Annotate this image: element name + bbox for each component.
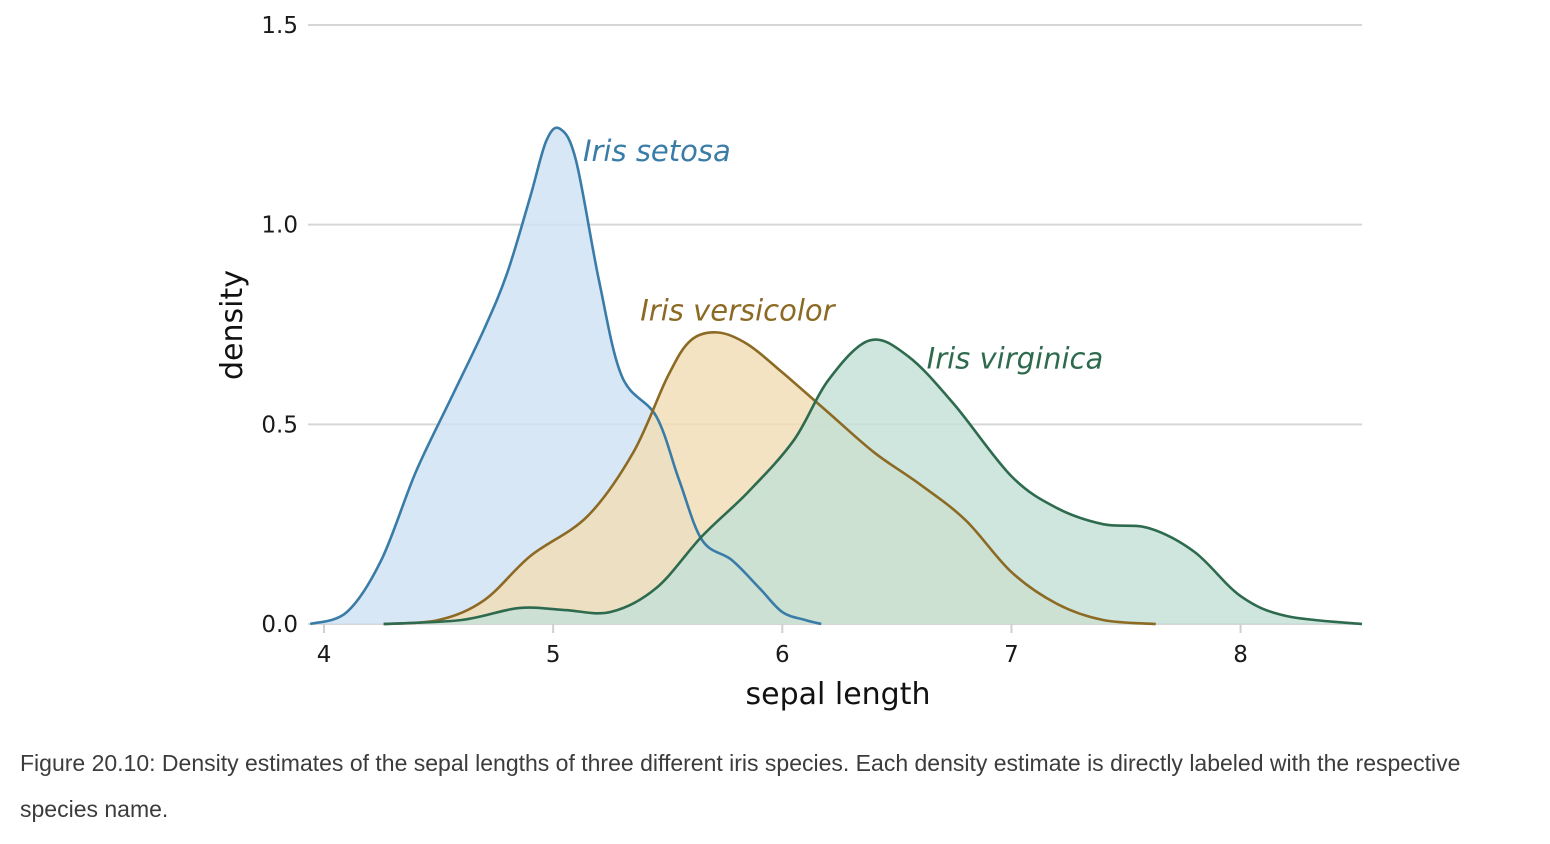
y-axis-title: density [215,270,250,380]
y-axis: 0.0 0.5 1.0 1.5 [261,13,298,638]
density-areas [309,126,1363,626]
series-label-setosa: Iris setosa [583,134,731,168]
density-chart: 4 5 6 7 8 0.0 0.5 1.0 1.5 Iris setosa Iris versi… [215,13,1363,712]
x-tick-label: 7 [1004,642,1019,668]
x-tick-label: 5 [546,642,561,668]
density-line-versicolor [383,331,1156,626]
series-label-virginica: Iris virginica [927,341,1104,375]
figure-caption: Figure 20.10: Density estimates of the s… [20,750,1461,822]
density-line-virginica [383,338,1363,626]
y-tick-label: 0.5 [261,412,298,438]
density-area-setosa [310,127,822,624]
x-tick-label: 4 [317,642,332,668]
y-tick-label: 1.5 [261,13,298,39]
density-area-virginica [383,339,1362,624]
x-axis-title: sepal length [745,677,930,712]
series-labels: Iris setosa Iris versicolor Iris virginica [583,134,1103,376]
x-tick-label: 8 [1233,642,1248,668]
x-tick-label: 6 [775,642,790,668]
series-label-versicolor: Iris versicolor [640,294,836,328]
x-axis: 4 5 6 7 8 [317,624,1248,668]
y-tick-label: 1.0 [261,213,298,239]
y-tick-label: 0.0 [261,612,298,638]
density-line-setosa [309,126,822,626]
